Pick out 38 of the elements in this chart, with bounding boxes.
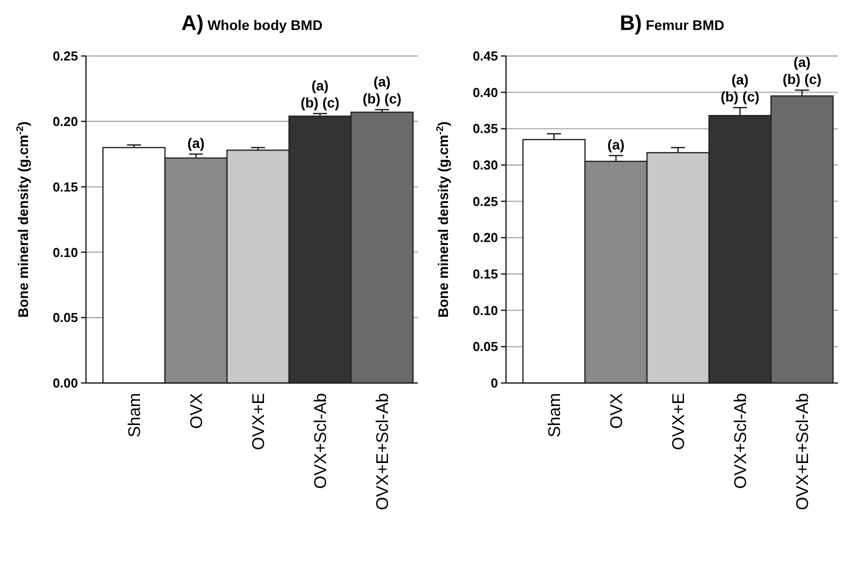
annotation: (a) xyxy=(187,135,205,152)
annotation: (a) xyxy=(607,136,625,153)
annotation: (b) (c) xyxy=(782,71,822,88)
x-tick-label: OVX xyxy=(186,393,206,429)
chart-title: B) Femur BMD xyxy=(620,12,724,35)
y-tick-label: 0.05 xyxy=(52,310,78,326)
x-tick-label: Sham xyxy=(544,393,564,438)
y-tick-label: 0.45 xyxy=(472,48,498,64)
annotation: (b) (c) xyxy=(720,88,760,105)
x-tick-label: OVX+Scl-Ab xyxy=(730,393,750,489)
x-tick-label: Sham xyxy=(124,393,144,438)
y-tick-label: 0.25 xyxy=(472,194,498,209)
annotation: (a) xyxy=(731,72,749,88)
y-tick-label: 0.25 xyxy=(52,48,78,64)
y-tick-label: 0.10 xyxy=(52,244,78,260)
y-tick-label: 0.35 xyxy=(472,121,498,136)
x-tick-label: OVX+E xyxy=(668,393,688,450)
y-tick-label: 0.40 xyxy=(472,84,498,100)
annotation: (a) xyxy=(793,54,811,70)
y-tick-label: 0.15 xyxy=(52,179,78,194)
y-tick-label: 0.15 xyxy=(472,266,498,282)
annotation: (b) (c) xyxy=(300,94,340,111)
y-tick-label: 0.20 xyxy=(52,114,78,129)
x-tick-label: OVX xyxy=(606,393,626,429)
y-tick-label: 0.10 xyxy=(472,302,498,318)
y-tick-label: 0.00 xyxy=(52,376,78,391)
annotation: (a) xyxy=(373,74,391,90)
y-tick-label: 0.30 xyxy=(472,158,498,173)
y-tick-label: 0.05 xyxy=(472,339,498,354)
annotation: (a) xyxy=(311,78,329,94)
x-tick-label: OVX+Scl-Ab xyxy=(310,393,330,489)
x-tick-label: OVX+E+Scl-Ab xyxy=(792,393,812,510)
annotation: (b) (c) xyxy=(362,90,402,107)
chart-title: A) Whole body BMD xyxy=(181,12,323,35)
x-tick-label: OVX+E+Scl-Ab xyxy=(372,393,392,510)
y-tick-label: 0 xyxy=(490,376,498,391)
x-tick-label: OVX+E xyxy=(248,393,268,450)
y-tick-label: 0.20 xyxy=(472,230,498,246)
